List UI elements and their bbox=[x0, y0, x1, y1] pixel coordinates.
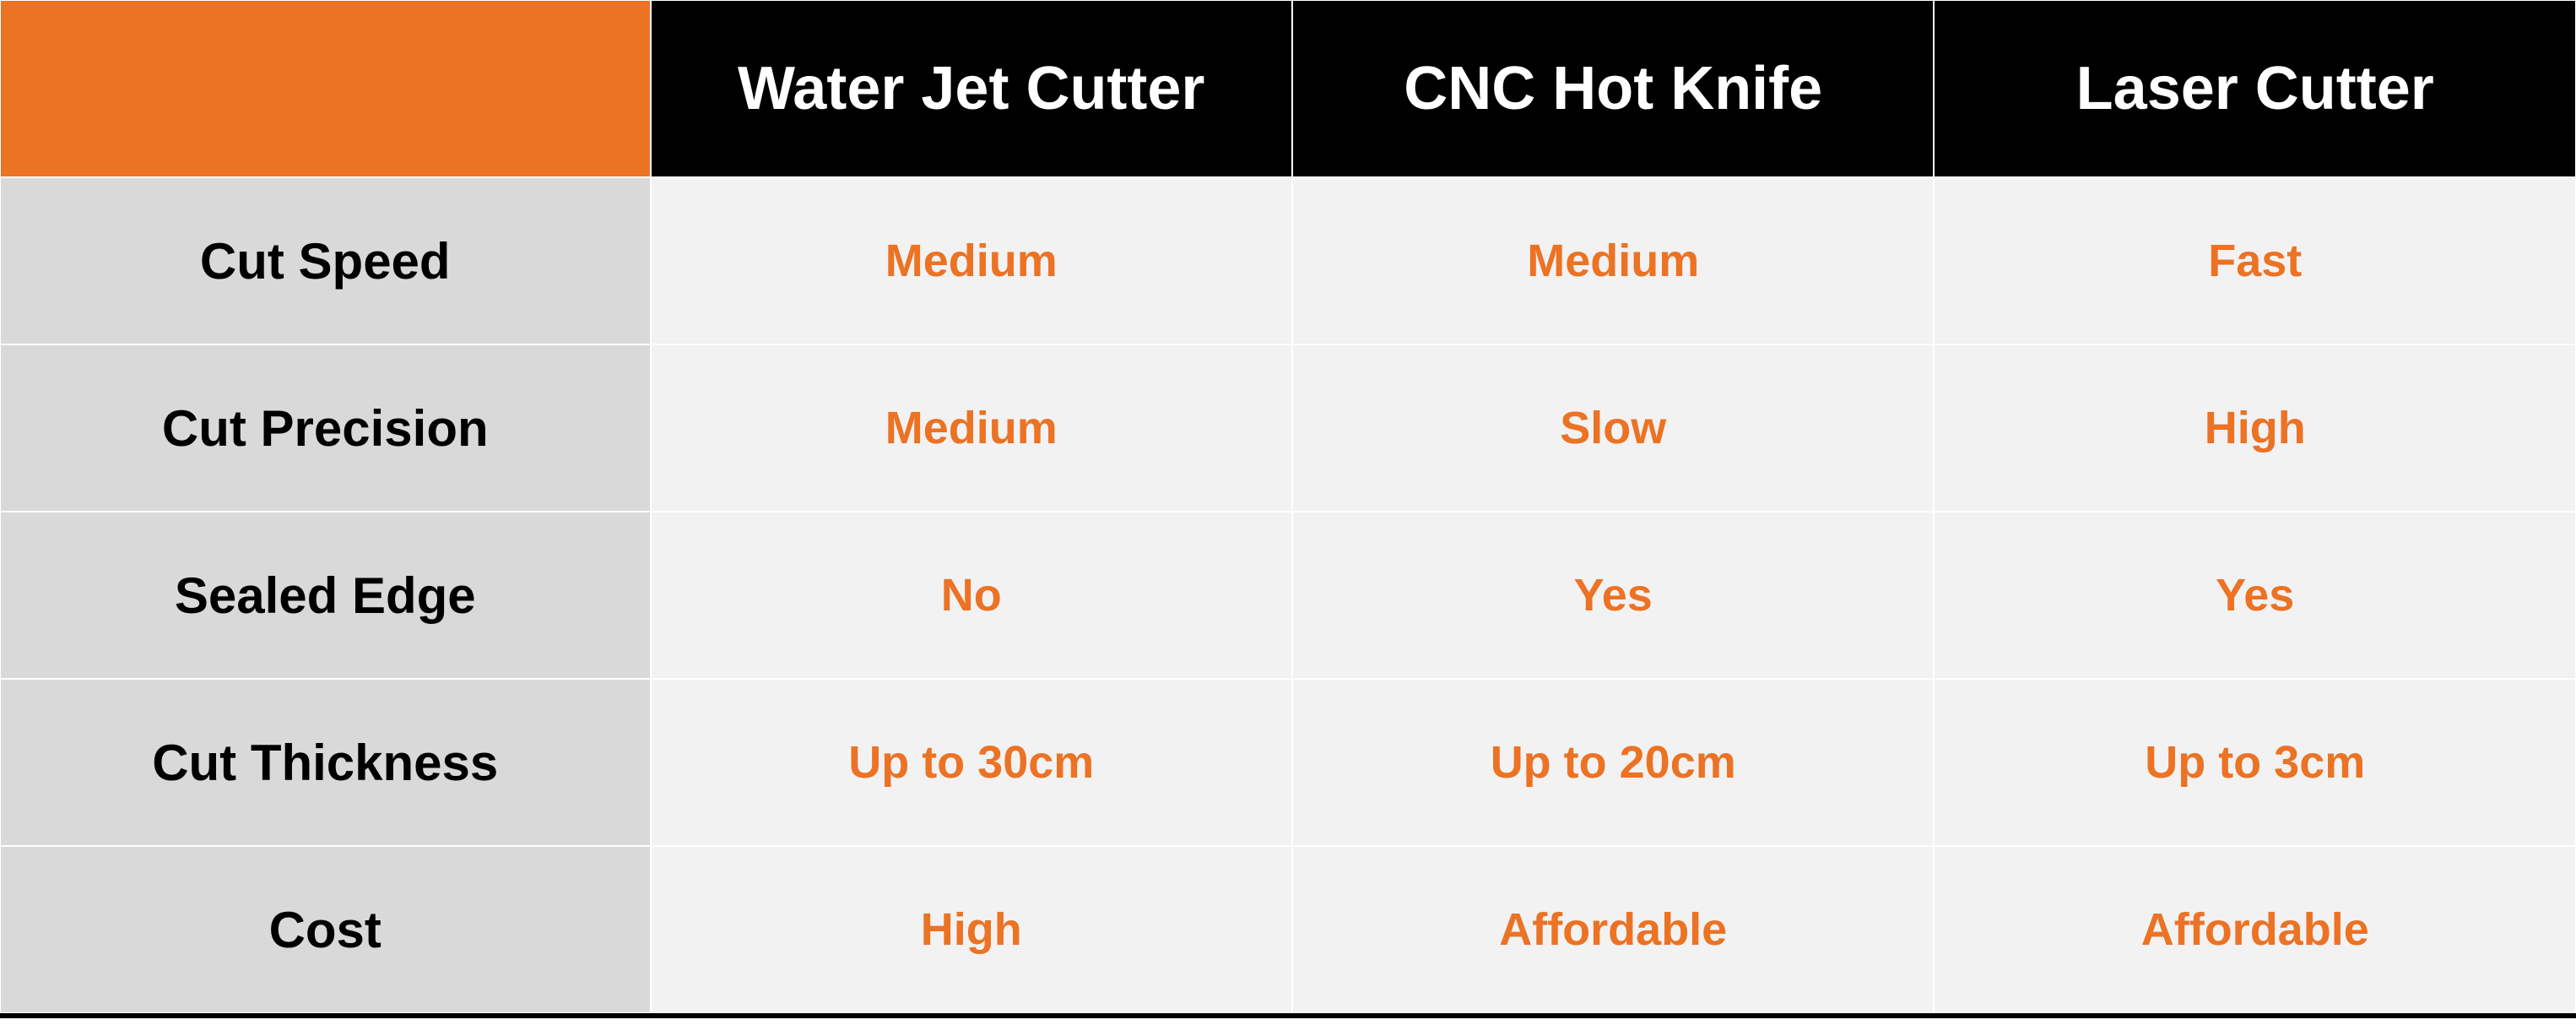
data-cell: Medium bbox=[1292, 177, 1934, 344]
comparison-table: Water Jet Cutter CNC Hot Knife Laser Cut… bbox=[0, 0, 2576, 1018]
col-header-water-jet: Water Jet Cutter bbox=[651, 0, 1292, 177]
data-cell: High bbox=[1934, 344, 2576, 512]
row-label-cost: Cost bbox=[0, 846, 651, 1013]
header-row: Water Jet Cutter CNC Hot Knife Laser Cut… bbox=[0, 0, 2576, 177]
data-cell: Slow bbox=[1292, 344, 1934, 512]
table-row: Cut Speed Medium Medium Fast bbox=[0, 177, 2576, 344]
data-cell: Medium bbox=[651, 344, 1292, 512]
data-cell: Yes bbox=[1934, 512, 2576, 679]
data-cell: Fast bbox=[1934, 177, 2576, 344]
data-cell: No bbox=[651, 512, 1292, 679]
corner-cell bbox=[0, 0, 651, 177]
data-cell: Up to 3cm bbox=[1934, 679, 2576, 846]
data-cell: Medium bbox=[651, 177, 1292, 344]
data-cell: Yes bbox=[1292, 512, 1934, 679]
table-row: Cut Thickness Up to 30cm Up to 20cm Up t… bbox=[0, 679, 2576, 846]
data-cell: Up to 20cm bbox=[1292, 679, 1934, 846]
data-cell: Affordable bbox=[1292, 846, 1934, 1013]
data-cell: High bbox=[651, 846, 1292, 1013]
row-label-cut-speed: Cut Speed bbox=[0, 177, 651, 344]
data-cell: Up to 30cm bbox=[651, 679, 1292, 846]
row-label-cut-thickness: Cut Thickness bbox=[0, 679, 651, 846]
data-cell: Affordable bbox=[1934, 846, 2576, 1013]
row-label-cut-precision: Cut Precision bbox=[0, 344, 651, 512]
table-row: Cut Precision Medium Slow High bbox=[0, 344, 2576, 512]
table-row: Sealed Edge No Yes Yes bbox=[0, 512, 2576, 679]
col-header-cnc-hot-knife: CNC Hot Knife bbox=[1292, 0, 1934, 177]
col-header-laser-cutter: Laser Cutter bbox=[1934, 0, 2576, 177]
table-row: Cost High Affordable Affordable bbox=[0, 846, 2576, 1013]
row-label-sealed-edge: Sealed Edge bbox=[0, 512, 651, 679]
